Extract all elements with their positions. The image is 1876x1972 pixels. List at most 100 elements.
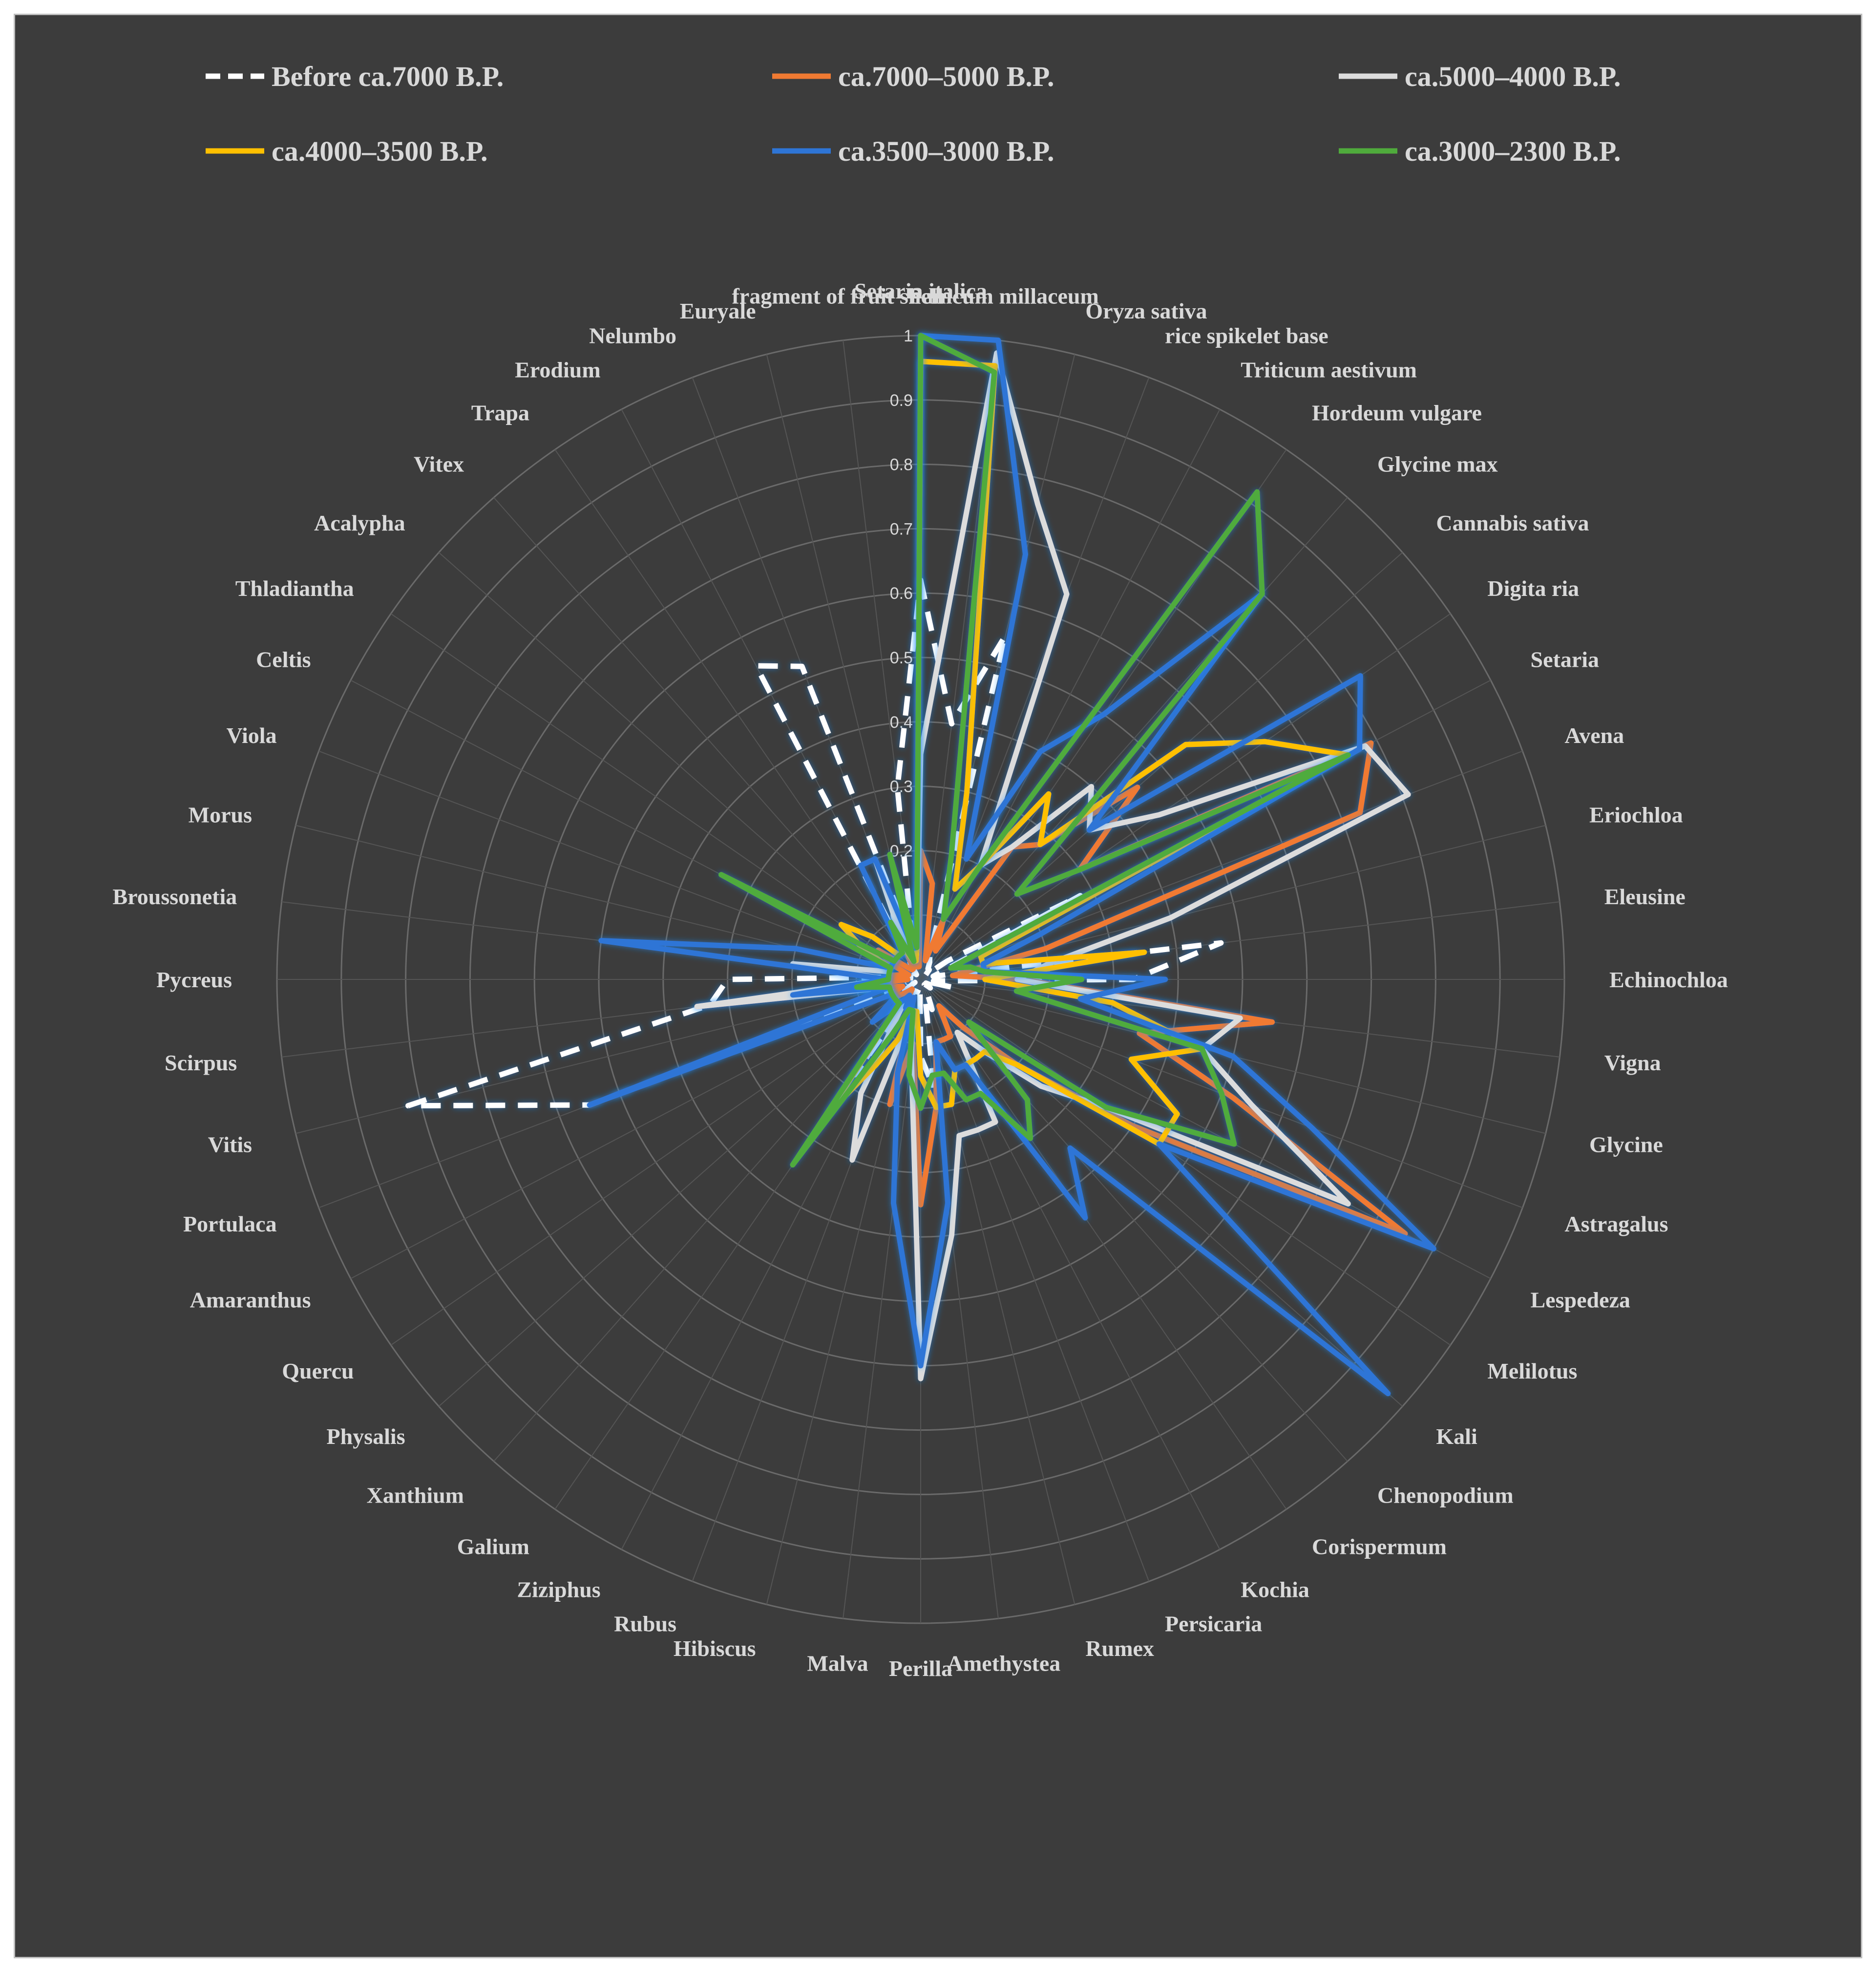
category-label: Erodium — [515, 358, 601, 382]
category-label: Xanthium — [367, 1483, 464, 1507]
tick-label: 0.9 — [890, 391, 913, 410]
spoke-line — [920, 497, 1348, 980]
category-label: Lespedeza — [1531, 1287, 1630, 1312]
tick-label: 0.3 — [890, 778, 913, 796]
category-label: Digita ria — [1487, 576, 1579, 601]
tick-label: 0.8 — [890, 456, 913, 474]
legend-item-4: ca.4000–3500 B.P. — [206, 135, 488, 167]
legend-label: Before ca.7000 B.P. — [272, 61, 504, 92]
tick-label: 0.7 — [890, 520, 913, 538]
category-label: Euryale — [680, 298, 756, 323]
category-label: Scirpus — [165, 1050, 237, 1075]
category-label: Nelumbo — [589, 323, 676, 348]
category-label: Quercu — [282, 1358, 354, 1383]
spoke-line — [438, 552, 921, 980]
spoke-line — [438, 979, 921, 1407]
category-label: Hibiscus — [674, 1636, 756, 1661]
legend-label: ca.5000–4000 B.P. — [1405, 61, 1621, 92]
legend-item-5: ca.3500–3000 B.P. — [772, 135, 1054, 167]
spoke-line — [920, 979, 1348, 1462]
spoke-line — [920, 354, 1075, 980]
series-line-1 — [405, 577, 1224, 1109]
category-label: Cannabis sativa — [1436, 510, 1589, 535]
series-line-5 — [587, 333, 1436, 1397]
category-label: Pycreus — [156, 967, 232, 992]
category-label: rice spikelet base — [1165, 323, 1328, 348]
tick-label: 0.6 — [890, 584, 913, 603]
spoke-line — [920, 979, 1075, 1605]
category-label: Rubus — [614, 1611, 676, 1636]
series-layer — [405, 333, 1436, 1397]
spoke-line — [554, 449, 921, 980]
category-label: Vigna — [1604, 1050, 1661, 1075]
legend-item-1: Before ca.7000 B.P. — [206, 61, 504, 92]
spoke-line — [295, 979, 921, 1134]
radar-chart: Before ca.7000 B.P. ca.7000–5000 B.P. ca.5… — [113, 61, 1728, 1681]
category-label: Glycine — [1589, 1132, 1663, 1157]
category-label: Hordeum vulgare — [1312, 401, 1482, 425]
category-label: Amethystea — [947, 1651, 1061, 1676]
category-label: Astragalus — [1564, 1211, 1668, 1236]
category-label: Kali — [1436, 1424, 1477, 1449]
category-label: Echinochloa — [1609, 967, 1728, 992]
category-label: Portulaca — [183, 1211, 277, 1236]
category-label: Glycine max — [1377, 452, 1498, 477]
category-label: Broussonetia — [113, 884, 237, 909]
category-label: Panicum millaceum — [908, 283, 1099, 308]
series-line-3 — [694, 350, 1411, 1381]
category-label: Rumex — [1085, 1636, 1154, 1661]
spoke-line — [318, 750, 921, 980]
tick-label: 1 — [904, 327, 913, 345]
category-label: Thladiantha — [235, 576, 354, 601]
category-label: Eleusine — [1604, 884, 1686, 909]
category-label: Vitex — [414, 452, 464, 477]
category-label: Triticum aestivum — [1241, 358, 1417, 382]
category-label: fragment of fruit shell — [732, 283, 943, 308]
spoke-line — [920, 979, 1150, 1582]
spoke-line — [390, 979, 921, 1346]
legend-item-6: ca.3000–2300 B.P. — [1339, 135, 1621, 167]
category-label: Malva — [807, 1651, 868, 1676]
category-label: Morus — [189, 803, 252, 827]
category-label: Acalypha — [314, 510, 405, 535]
tick-label: 0.2 — [890, 842, 913, 860]
legend-label: ca.4000–3500 B.P. — [272, 135, 488, 167]
category-label: Kochia — [1241, 1577, 1309, 1602]
category-label: Oryza sativa — [1085, 298, 1207, 323]
spoke-line — [920, 979, 1287, 1510]
category-label: Vitis — [208, 1132, 252, 1157]
category-label: Setaria italica — [854, 278, 987, 303]
spoke-line — [390, 613, 921, 980]
category-label: Viola — [227, 723, 277, 748]
category-label: Setaria — [1531, 647, 1600, 672]
legend-item-2: ca.7000–5000 B.P. — [772, 61, 1054, 92]
spoke-line — [843, 979, 921, 1619]
series-line-4 — [822, 359, 1351, 1147]
spoke-line — [493, 979, 921, 1462]
legend-label: ca.7000–5000 B.P. — [838, 61, 1054, 92]
category-label: Trapa — [471, 401, 529, 425]
category-label: Chenopodium — [1377, 1483, 1514, 1507]
spoke-line — [920, 979, 1451, 1346]
category-label: Avena — [1564, 723, 1624, 748]
legend: Before ca.7000 B.P. ca.7000–5000 B.P. ca.5… — [206, 61, 1621, 167]
spoke-line — [350, 979, 921, 1279]
spoke-line — [920, 552, 1403, 980]
category-label: Physalis — [327, 1424, 405, 1449]
category-label: Melilotus — [1487, 1358, 1577, 1383]
series-line-6 — [718, 333, 1351, 1168]
category-label: Celtis — [256, 647, 311, 672]
spoke-line — [920, 979, 1403, 1407]
category-label: Corispermum — [1312, 1534, 1447, 1559]
category-label: Amaranthus — [190, 1287, 311, 1312]
category-label: Galium — [457, 1534, 529, 1559]
legend-label: ca.3500–3000 B.P. — [838, 135, 1054, 167]
category-label: Ziziphus — [517, 1577, 600, 1602]
chart-area: Before ca.7000 B.P. ca.7000–5000 B.P. ca.5… — [14, 14, 1862, 1958]
category-label: Persicaria — [1165, 1611, 1262, 1636]
category-label: Eriochloa — [1589, 803, 1683, 827]
legend-label: ca.3000–2300 B.P. — [1405, 135, 1621, 167]
spoke-line — [493, 497, 921, 980]
category-label: Perilla — [889, 1656, 952, 1681]
